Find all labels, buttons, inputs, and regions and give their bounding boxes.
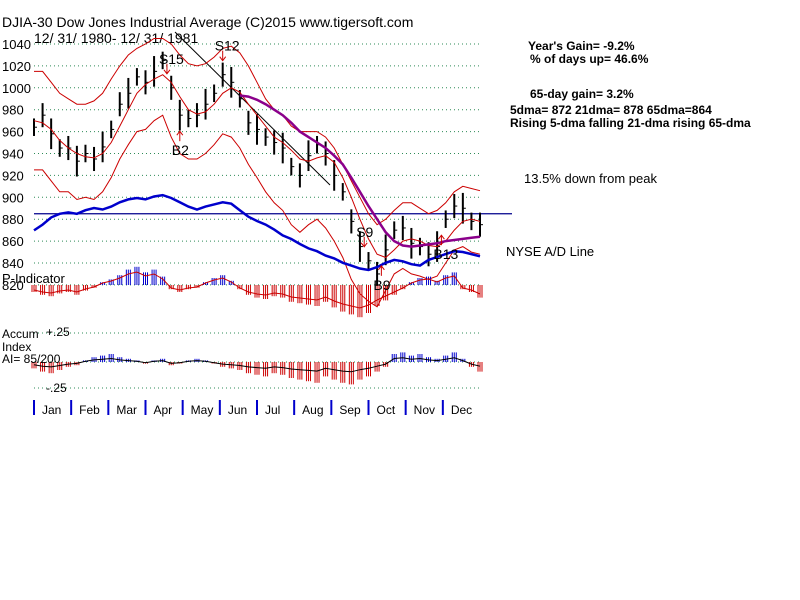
date-range: 12/ 31/ 1980- 12/ 31/ 1981 [34,30,198,46]
signal-arrowhead-s15 [163,69,171,75]
series-upper-band [34,38,481,226]
month-label-mar: Mar [116,403,137,417]
chart-title: DJIA-30 Dow Jones Industrial Average (C)… [2,14,413,30]
signal-arrowhead-b9 [377,265,385,271]
nyse-ad-line [33,193,481,272]
y-tick-1020: 1020 [2,59,31,74]
y-tick-880: 880 [2,212,24,227]
month-label-oct: Oct [377,403,396,417]
month-label-dec: Dec [451,403,472,417]
month-axis: Jan Feb Mar Apr May Jun Jul Aug Sep Oct Nov Dec [33,400,472,417]
p-indicator-line [33,271,481,309]
y-gridlines [34,43,480,389]
y-tick-820: 820 [2,278,24,293]
ai-label: AI= 85/200 [2,352,61,366]
signal-arrowhead-b13 [438,234,445,240]
y-tick-840: 840 [2,256,24,271]
y-tick-980: 980 [2,103,24,118]
ad-line-label: NYSE A/D Line [506,244,594,259]
signal-label-s12: S12 [215,38,240,54]
index-label: Index [2,340,31,354]
month-label-apr: Apr [154,403,173,417]
month-label-may: May [191,403,214,417]
y-tick-900: 900 [2,190,24,205]
trendline [174,31,331,186]
dma-values-stat: 5dma= 872 21dma= 878 65dma=864 [510,103,712,117]
plot-area [31,31,483,385]
signal-label-s9: S9 [356,224,373,240]
accum-label: Accum [2,327,39,341]
y-tick-920: 920 [2,168,24,183]
p-indicator-label: P-Indicator [2,271,66,286]
accum-top-tick: +.25 [46,325,70,339]
gain-65day-stat: 65-day gain= 3.2% [530,87,634,101]
signal-arrowhead-s9 [360,242,368,248]
signal-label-s15: S15 [159,51,184,67]
years-gain-stat: Year's Gain= -9.2% [528,39,635,53]
month-label-sep: Sep [339,403,361,417]
month-label-jun: Jun [228,403,247,417]
y-tick-940: 940 [2,147,24,162]
signal-arrowhead-s12 [219,56,227,62]
accum-bottom-tick: -.25 [46,381,67,395]
signal-annotations: S15 S12 B2 S9 B9 B13 [159,38,459,293]
y-tick-1040: 1040 [2,37,31,52]
series-21-dma [33,74,481,259]
signal-label-b13: B13 [433,246,458,262]
accum-index-line [33,357,481,373]
y-tick-1000: 1000 [2,81,31,96]
month-label-jul: Jul [265,403,280,417]
y-tick-860: 860 [2,234,24,249]
pct-days-up-stat: % of days up= 46.6% [530,52,649,66]
month-label-nov: Nov [414,403,435,417]
peak-reference-label: 13.5% down from peak [524,171,657,186]
signal-label-b9: B9 [373,277,390,293]
dma-trends-stat: Rising 5-dma falling 21-dma rising 65-dm… [510,116,751,130]
y-tick-960: 960 [2,125,24,140]
signal-arrowhead-b2 [176,130,184,136]
month-label-jan: Jan [42,403,61,417]
month-label-feb: Feb [79,403,100,417]
y-tick-labels: 1040 1020 1000 980 960 940 920 900 880 860 840 820 [2,37,31,293]
month-label-aug: Aug [302,403,323,417]
signal-label-b2: B2 [172,142,189,158]
series-65-dma [239,94,481,248]
series-lower-band [34,114,481,308]
